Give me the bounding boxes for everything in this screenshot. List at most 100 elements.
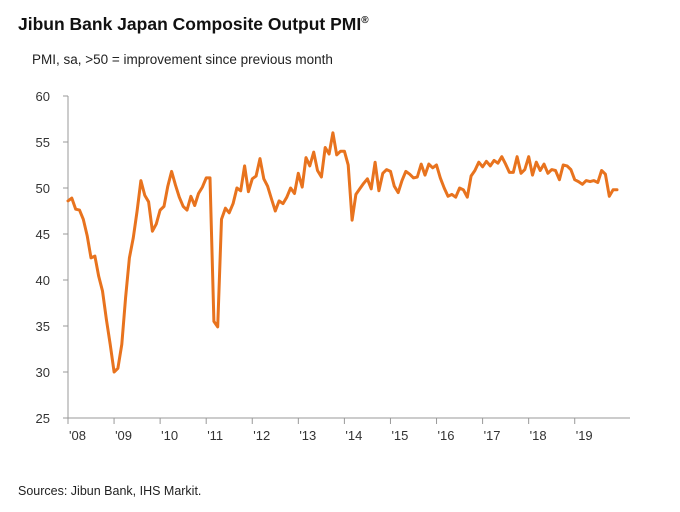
data-point: [439, 177, 441, 179]
data-point: [528, 156, 530, 158]
data-point: [424, 174, 426, 176]
data-point: [585, 180, 587, 182]
data-point: [608, 195, 610, 197]
data-point: [220, 218, 223, 220]
data-point: [297, 172, 299, 174]
y-tick-label: 40: [36, 273, 50, 288]
y-tick-label: 50: [36, 181, 50, 196]
data-point: [366, 178, 368, 180]
data-point: [451, 193, 453, 195]
data-point: [282, 203, 284, 205]
x-tick-label: '15: [391, 428, 408, 443]
data-point: [332, 132, 334, 134]
data-point: [232, 203, 234, 205]
data-point: [505, 163, 507, 165]
data-point: [374, 161, 376, 163]
y-tick-label: 55: [36, 135, 50, 150]
data-point: [570, 169, 572, 171]
data-point: [501, 156, 503, 158]
data-point: [178, 196, 180, 198]
data-point: [347, 164, 349, 166]
data-point: [209, 177, 211, 179]
data-point: [355, 193, 357, 195]
data-point: [508, 171, 510, 173]
data-point: [343, 150, 345, 152]
data-point: [82, 218, 84, 220]
data-point: [101, 290, 104, 292]
data-point: [132, 237, 134, 239]
data-point: [558, 179, 561, 181]
data-point: [581, 183, 584, 185]
data-point: [535, 161, 537, 163]
data-point: [420, 163, 422, 165]
data-point: [340, 150, 342, 152]
data-point: [151, 230, 153, 232]
data-point: [174, 184, 177, 186]
data-point: [217, 326, 219, 328]
data-point: [240, 190, 242, 192]
chart-axes: [67, 96, 630, 419]
data-point: [75, 208, 77, 210]
series-group: [66, 131, 619, 374]
data-point: [604, 173, 607, 175]
data-point: [577, 181, 580, 183]
x-tick-label: '11: [207, 428, 223, 443]
x-tick-label: '08: [69, 428, 86, 443]
data-point: [128, 257, 130, 259]
data-point: [547, 172, 549, 174]
data-point: [267, 185, 269, 187]
data-point: [255, 175, 257, 177]
data-point: [539, 169, 541, 172]
data-point: [270, 198, 273, 200]
data-point: [67, 200, 69, 202]
data-point: [512, 171, 514, 173]
data-point: [497, 162, 499, 164]
data-point: [78, 209, 81, 211]
data-point: [205, 177, 207, 179]
data-point: [489, 165, 491, 167]
data-point: [305, 157, 307, 159]
data-point: [320, 176, 322, 178]
data-point: [336, 154, 338, 156]
data-point: [167, 185, 169, 187]
data-point: [201, 186, 203, 188]
data-point: [213, 320, 215, 322]
x-tick-label: '10: [161, 428, 178, 443]
data-point: [228, 212, 230, 214]
data-point: [428, 163, 430, 165]
data-point: [274, 210, 276, 212]
x-tick-label: '09: [115, 428, 132, 443]
data-point: [462, 189, 464, 191]
data-point: [435, 164, 438, 166]
data-point: [386, 169, 388, 171]
data-point: [309, 165, 311, 167]
data-point: [278, 200, 280, 202]
data-point: [125, 296, 127, 299]
data-point: [459, 187, 461, 189]
data-point: [244, 165, 246, 167]
data-point: [482, 166, 484, 168]
data-point: [328, 153, 330, 155]
data-point: [562, 164, 564, 166]
data-point: [401, 180, 403, 182]
series-line-0: [66, 131, 619, 374]
data-point: [159, 209, 161, 211]
data-point: [520, 172, 522, 174]
y-tick-label: 35: [36, 319, 50, 334]
x-tick-label: '16: [438, 428, 455, 443]
data-point: [313, 151, 315, 153]
data-point: [370, 188, 372, 190]
data-point: [516, 156, 518, 158]
x-tick-label: '12: [253, 428, 270, 443]
data-point: [359, 188, 361, 190]
data-point: [474, 169, 476, 172]
x-tick-label: '13: [299, 428, 316, 443]
data-point: [601, 169, 603, 172]
y-tick-label: 60: [36, 89, 50, 104]
x-tick-label: '18: [530, 428, 547, 443]
data-point: [194, 204, 196, 207]
y-tick-label: 25: [36, 411, 50, 426]
data-point: [136, 210, 138, 212]
x-tick-label: '19: [576, 428, 593, 443]
